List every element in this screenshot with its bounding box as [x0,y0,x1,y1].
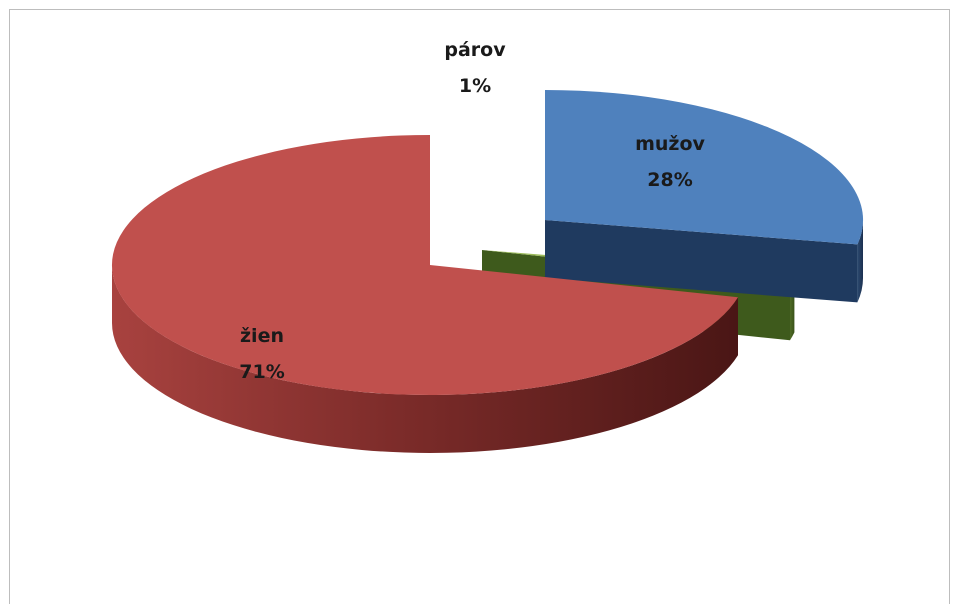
slice-žien [111,135,739,453]
slice-value-žien: 71% [239,361,284,383]
slice-top-žien [111,135,739,395]
slice-label-párov: párov [444,39,506,61]
slice-value-mužov: 28% [647,169,692,191]
slice-cut-mužov [545,220,858,303]
slice-mužov [545,90,864,303]
slice-top-mužov [545,90,864,245]
slice-value-párov: 1% [459,75,491,97]
slice-label-mužov: mužov [635,133,705,155]
slice-side-žien [112,265,738,453]
slice-label-žien: žien [240,325,284,347]
slice-side-mužov [857,220,864,303]
